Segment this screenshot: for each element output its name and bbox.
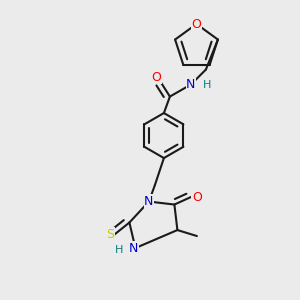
- Text: O: O: [192, 17, 201, 31]
- Text: N: N: [144, 195, 154, 208]
- Text: N: N: [186, 78, 196, 91]
- Text: O: O: [152, 70, 161, 83]
- Text: H: H: [115, 244, 123, 254]
- Text: S: S: [106, 228, 114, 241]
- Text: N: N: [129, 242, 139, 254]
- Text: H: H: [203, 80, 212, 89]
- Text: O: O: [192, 190, 202, 203]
